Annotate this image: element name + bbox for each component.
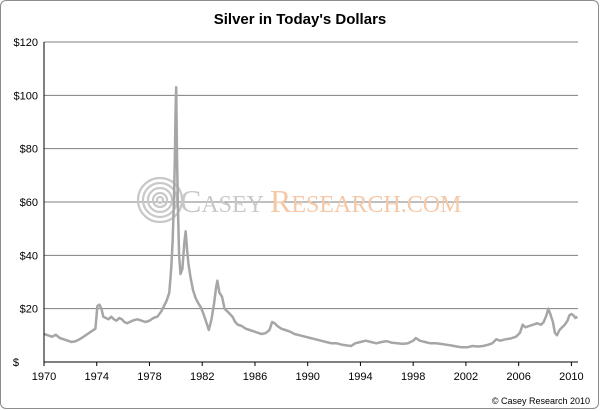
y-tick-label: $ (13, 357, 19, 369)
x-axis-ticks: 1970 1974 1978 1982 1986 1990 1994 1998 2002 2006… (32, 362, 584, 383)
x-tick-label: 1986 (243, 371, 267, 383)
x-tick-label: 2002 (454, 371, 478, 383)
logo-ring (146, 186, 174, 214)
x-tick-label: 1994 (348, 371, 372, 383)
x-tick-label: 1974 (84, 371, 108, 383)
x-tick-label: 1978 (137, 371, 161, 383)
watermark: CASEY RESEARCH.COM (136, 176, 461, 224)
x-tick-label: 2006 (506, 371, 530, 383)
y-tick-label: $40 (20, 250, 38, 262)
x-tick-label: 1990 (295, 371, 319, 383)
silver-price-line (43, 86, 579, 349)
logo-ring (151, 191, 169, 209)
y-axis-ticks: $ $20 $40 $60 $80 $100 $120 (13, 37, 38, 369)
concentric-circles-logo (136, 176, 184, 224)
logo-ring (155, 195, 165, 205)
gridlines (44, 41, 578, 310)
watermark-text: CASEY RESEARCH.COM (180, 183, 461, 219)
y-tick-label: $20 (20, 304, 38, 316)
watermark-r: R (270, 183, 292, 219)
watermark-esearch: ESEARCH.COM (291, 192, 461, 218)
copyright-text: © Casey Research 2010 (492, 396, 590, 406)
y-tick-label: $80 (20, 144, 38, 156)
y-tick-label: $100 (14, 90, 38, 102)
x-tick-label: 1970 (32, 371, 56, 383)
watermark-asey: ASEY (201, 192, 264, 218)
x-tick-label: 1998 (401, 371, 425, 383)
y-tick-label: $120 (14, 37, 38, 49)
x-tick-label: 1982 (190, 371, 214, 383)
logo-ring (136, 176, 184, 224)
x-tick-label: 2010 (559, 371, 583, 383)
watermark-c: C (180, 183, 201, 219)
chart-title: Silver in Today's Dollars (214, 11, 387, 28)
y-tick-label: $60 (20, 197, 38, 209)
